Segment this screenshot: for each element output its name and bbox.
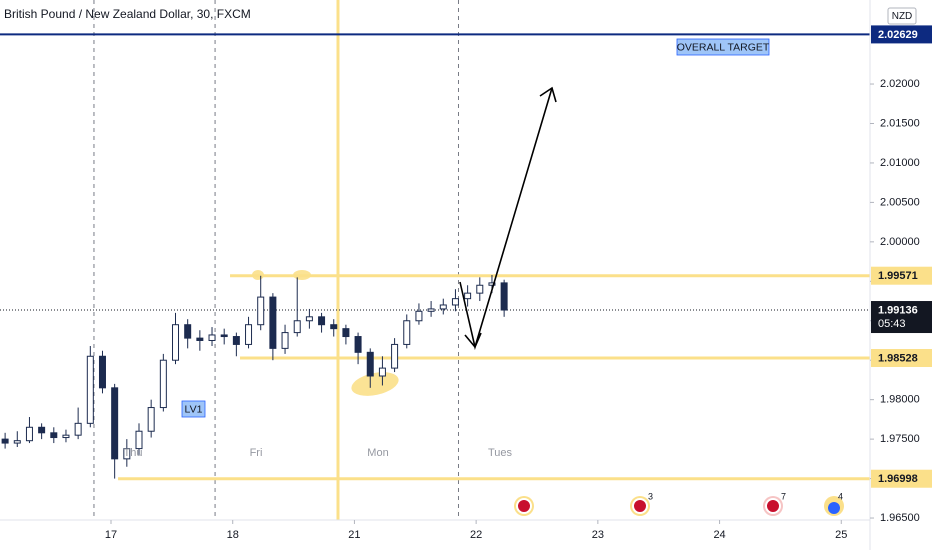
candle-body xyxy=(13,440,21,444)
event-count: 4 xyxy=(838,491,843,501)
highlight xyxy=(252,270,264,280)
candle-body xyxy=(172,324,180,361)
event-icon xyxy=(828,502,840,514)
candle-body xyxy=(354,336,362,353)
candle-body xyxy=(476,284,484,294)
candle-body xyxy=(208,334,216,341)
candle-body xyxy=(366,351,374,377)
last-price-box xyxy=(871,301,932,334)
price-label: 1.99571 xyxy=(878,270,918,282)
annotation-box xyxy=(676,38,770,56)
event-icon xyxy=(632,498,648,514)
x-tick-label: 21 xyxy=(348,529,360,541)
x-tick-label: 24 xyxy=(713,529,725,541)
candles xyxy=(1,274,508,479)
highlight xyxy=(293,270,311,280)
session-label: Tues xyxy=(488,447,513,459)
chart-title: British Pound / New Zealand Dollar, 30, … xyxy=(4,7,251,21)
candle-body xyxy=(1,438,9,444)
candle-body xyxy=(330,324,338,330)
candle-body xyxy=(342,328,350,338)
event-icon xyxy=(516,498,532,514)
x-tick-label: 17 xyxy=(105,529,117,541)
candle-body xyxy=(184,324,192,339)
candle-body xyxy=(451,298,459,306)
event-count: 3 xyxy=(648,491,653,501)
arrow-head xyxy=(464,332,482,349)
annotation-box xyxy=(181,400,206,418)
candle-body xyxy=(123,448,131,460)
session-label: Mon xyxy=(367,447,388,459)
event-count: 7 xyxy=(781,491,786,501)
candle-body xyxy=(500,282,508,311)
y-tick-label: 2.01000 xyxy=(880,157,920,169)
y-tick-label: 1.96500 xyxy=(880,512,920,524)
currency-box xyxy=(887,7,917,25)
time-axis xyxy=(0,520,870,550)
candle-body xyxy=(159,359,167,409)
candle-body xyxy=(220,334,228,338)
candle-body xyxy=(147,407,155,432)
candle-body xyxy=(439,304,447,310)
annotation: LV1 xyxy=(185,403,203,415)
candle-body xyxy=(257,296,265,326)
candle-body xyxy=(293,320,301,334)
candle-body xyxy=(245,324,253,345)
candle-body xyxy=(62,434,70,439)
candle-body xyxy=(135,430,143,450)
candle-body xyxy=(232,336,240,345)
candle-body xyxy=(281,332,289,349)
annotation: OVERALL TARGET xyxy=(677,41,770,53)
price-label-box xyxy=(871,266,932,285)
candle-body xyxy=(74,422,82,436)
x-tick-label: 22 xyxy=(470,529,482,541)
candle-body xyxy=(305,316,313,322)
event-icon xyxy=(765,498,781,514)
x-tick-label: 25 xyxy=(835,529,847,541)
y-tick-label: 2.02000 xyxy=(880,78,920,90)
price-label-box xyxy=(871,25,932,44)
price-label: 2.02629 xyxy=(878,29,918,41)
countdown: 05:43 xyxy=(878,318,906,330)
candle-body xyxy=(318,316,326,326)
candle-body xyxy=(98,355,106,389)
drawings-under xyxy=(0,0,870,550)
candle-body xyxy=(38,426,46,434)
currency: NZD xyxy=(892,11,913,22)
y-tick-label: 1.98000 xyxy=(880,394,920,406)
candle-body xyxy=(391,343,399,369)
candle-body xyxy=(464,292,472,300)
candle-body xyxy=(196,337,204,341)
x-tick-label: 23 xyxy=(592,529,604,541)
candle-body xyxy=(427,308,435,312)
candle-body xyxy=(415,310,423,322)
session-label: Thu xyxy=(124,447,143,459)
candle-body xyxy=(269,296,277,349)
candle-body xyxy=(50,432,58,439)
price-label: 1.96998 xyxy=(878,473,918,485)
event-icons: 3 7 4 xyxy=(514,491,844,516)
candle-body xyxy=(378,367,386,377)
y-tick-label: 2.01500 xyxy=(880,117,920,129)
candle-body xyxy=(488,282,496,286)
axis-labels: 1.965001.970001.975001.980001.985001.990… xyxy=(105,25,932,541)
candle-body xyxy=(403,320,411,345)
candle-body xyxy=(111,387,119,460)
session-label: Fri xyxy=(250,447,263,459)
arrow-head xyxy=(539,86,557,103)
price-label-box xyxy=(871,349,932,368)
candle-body xyxy=(86,355,94,424)
highlight xyxy=(351,372,399,396)
y-tick-label: 2.00500 xyxy=(880,196,920,208)
x-tick-label: 18 xyxy=(227,529,239,541)
y-tick-label: 1.97500 xyxy=(880,433,920,445)
price-label-box xyxy=(871,469,932,488)
price-label: 1.98528 xyxy=(878,352,918,364)
candle-body xyxy=(25,426,33,442)
last-price-label: 1.99136 xyxy=(878,304,918,316)
y-tick-label: 2.00000 xyxy=(880,236,920,248)
